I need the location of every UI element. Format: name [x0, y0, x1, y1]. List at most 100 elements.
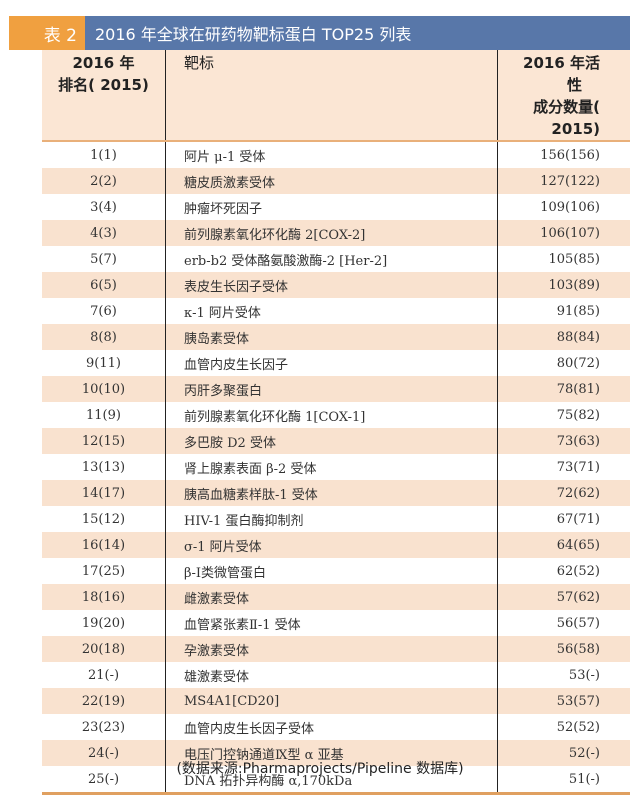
target-cell: σ-1 阿片受体 — [165, 532, 498, 558]
table-row: 13(13) 肾上腺素表面 β-2 受体 73(71) — [42, 454, 630, 480]
count-cell: 156(156) — [540, 147, 600, 163]
count-cell: 64(65) — [497, 532, 630, 558]
header-target: 靶标 — [165, 50, 498, 142]
header-count: 2016 年活性 成分数量( 2015) — [497, 50, 630, 142]
table-row: 14(17) 胰高血糖素样肽-1 受体 72(62) — [42, 480, 630, 506]
target-cell: 糖皮质激素受体 — [165, 168, 498, 194]
count-cell: 75(82) — [556, 407, 600, 423]
table-row: 21(-) 雄激素受体 53(-) — [42, 662, 630, 688]
rank-cell: 5(7) — [42, 246, 166, 272]
table-row: 16(14) σ-1 阿片受体 64(65) — [42, 532, 630, 558]
rank-cell: 16(14) — [42, 532, 166, 558]
table-row: 15(12) HIV-1 蛋白酶抑制剂 67(71) — [42, 506, 630, 532]
header-rank: 2016 年排名( 2015) — [42, 50, 166, 142]
rank-cell: 7(6) — [42, 298, 166, 324]
target-cell: MS4A1[CD20] — [165, 688, 498, 714]
target-cell: erb-b2 受体酪氨酸激酶-2 [Her-2] — [165, 246, 498, 272]
table-row: 17(25) β-Ⅰ类微管蛋白 62(52) — [42, 558, 630, 584]
table-row: 7(6) κ-1 阿片受体 91(85) — [42, 298, 630, 324]
rank-cell: 4(3) — [42, 220, 166, 246]
rank-cell: 19(20) — [42, 610, 166, 636]
count-cell: 91(85) — [556, 303, 600, 319]
table-row: 20(18) 孕激素受体 56(58) — [42, 636, 630, 662]
count-cell: 62(52) — [556, 563, 600, 579]
table-row: 8(8) 胰岛素受体 88(84) — [42, 324, 630, 350]
table-row: 1(1) 阿片 μ-1 受体 156(156) — [42, 141, 630, 168]
rank-cell: 6(5) — [42, 272, 166, 298]
count-cell: 56(58) — [497, 636, 630, 662]
count-cell: 53(57) — [497, 688, 630, 714]
count-cell: 53(-) — [568, 667, 600, 683]
count-cell: 80(72) — [556, 355, 600, 371]
table-row: 23(23) 血管内皮生长因子受体 52(52) — [42, 714, 630, 740]
rank-cell: 8(8) — [42, 324, 166, 350]
count-cell: 73(63) — [497, 428, 630, 454]
rank-cell: 17(25) — [42, 558, 166, 584]
table-title-bar: 表 2 2016 年全球在研药物靶标蛋白 TOP25 列表 — [9, 16, 630, 50]
target-cell: 胰岛素受体 — [165, 324, 498, 350]
table-row: 10(10) 丙肝多聚蛋白 78(81) — [42, 376, 630, 402]
source-note: (数据来源:Pharmaprojects/Pipeline 数据库) — [176, 761, 464, 777]
table-row: 12(15) 多巴胺 D2 受体 73(63) — [42, 428, 630, 454]
rank-cell: 2(2) — [42, 168, 166, 194]
count-cell: 72(62) — [497, 480, 630, 506]
target-cell: 多巴胺 D2 受体 — [165, 428, 498, 454]
header-rank-line1: 2016 年 — [72, 54, 135, 72]
target-cell: 雌激素受体 — [165, 584, 498, 610]
target-cell: 前列腺素氧化环化酶 1[COX-1] — [165, 402, 498, 428]
table-row: 24(-) 电压门控钠通道Ⅸ型 α 亚基 52(-) — [42, 740, 630, 766]
target-cell: HIV-1 蛋白酶抑制剂 — [165, 506, 498, 532]
header-count-line1: 2016 年活性 — [523, 54, 600, 94]
count-cell: 109(106) — [540, 199, 600, 215]
rank-cell: 12(15) — [42, 428, 166, 454]
rank-cell: 9(11) — [42, 350, 166, 376]
target-cell: 血管紧张素Ⅱ-1 受体 — [165, 610, 498, 636]
table-row: 9(11) 血管内皮生长因子 80(72) — [42, 350, 630, 376]
targets-table: 2016 年排名( 2015) 靶标 2016 年活性 成分数量( 2015) 1… — [42, 50, 630, 795]
count-cell: 127(122) — [497, 168, 630, 194]
count-cell: 105(85) — [548, 251, 601, 267]
count-cell: 73(71) — [556, 459, 600, 475]
rank-cell: 13(13) — [42, 454, 166, 480]
rank-cell: 20(18) — [42, 636, 166, 662]
rank-cell: 10(10) — [42, 376, 166, 402]
target-cell: 血管内皮生长因子受体 — [165, 714, 498, 740]
count-cell: 52(52) — [556, 719, 600, 735]
rank-cell: 11(9) — [42, 402, 166, 428]
target-cell: 胰高血糖素样肽-1 受体 — [165, 480, 498, 506]
table-row: 22(19) MS4A1[CD20] 53(57) — [42, 688, 630, 714]
table-title: 2016 年全球在研药物靶标蛋白 TOP25 列表 — [85, 16, 630, 50]
target-cell: 阿片 μ-1 受体 — [165, 141, 498, 168]
rank-cell: 15(12) — [42, 506, 166, 532]
table-row: 5(7) erb-b2 受体酪氨酸激酶-2 [Her-2] 105(85) — [42, 246, 630, 272]
rank-cell: 24(-) — [42, 740, 166, 766]
rank-cell: 18(16) — [42, 584, 166, 610]
header-row: 2016 年排名( 2015) 靶标 2016 年活性 成分数量( 2015) — [42, 50, 630, 142]
count-cell: 88(84) — [497, 324, 630, 350]
count-cell: 52(-) — [497, 740, 630, 766]
table-row: 4(3) 前列腺素氧化环化酶 2[COX-2] 106(107) — [42, 220, 630, 246]
count-cell: 57(62) — [497, 584, 630, 610]
target-cell: 血管内皮生长因子 — [165, 350, 498, 376]
table-row: 3(4) 肿瘤坏死因子 109(106) — [42, 194, 630, 220]
target-cell: κ-1 阿片受体 — [165, 298, 498, 324]
target-cell: 肾上腺素表面 β-2 受体 — [165, 454, 498, 480]
header-count-line2: 成分数量( 2015) — [533, 98, 600, 138]
target-cell: 肿瘤坏死因子 — [165, 194, 498, 220]
count-cell: 106(107) — [497, 220, 630, 246]
target-cell: 前列腺素氧化环化酶 2[COX-2] — [165, 220, 498, 246]
count-cell: 103(89) — [497, 272, 630, 298]
target-cell: β-Ⅰ类微管蛋白 — [165, 558, 498, 584]
table-row: 19(20) 血管紧张素Ⅱ-1 受体 56(57) — [42, 610, 630, 636]
table-row: 2(2) 糖皮质激素受体 127(122) — [42, 168, 630, 194]
table-row: 18(16) 雌激素受体 57(62) — [42, 584, 630, 610]
rank-cell: 1(1) — [42, 141, 166, 168]
target-cell: 表皮生长因子受体 — [165, 272, 498, 298]
table-row: 6(5) 表皮生长因子受体 103(89) — [42, 272, 630, 298]
count-cell: 67(71) — [556, 511, 600, 527]
target-cell: 电压门控钠通道Ⅸ型 α 亚基 — [165, 740, 498, 766]
table-row: 11(9) 前列腺素氧化环化酶 1[COX-1] 75(82) — [42, 402, 630, 428]
rank-cell: 23(23) — [42, 714, 166, 740]
target-cell: 孕激素受体 — [165, 636, 498, 662]
rank-cell: 21(-) — [42, 662, 166, 688]
